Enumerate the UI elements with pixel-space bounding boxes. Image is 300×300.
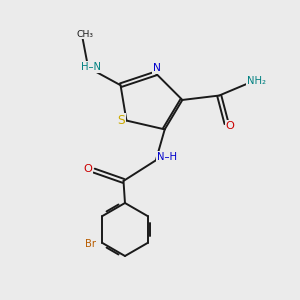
Text: H–N: H–N [81, 62, 101, 72]
Text: NH₂: NH₂ [247, 76, 266, 86]
Text: S: S [117, 114, 125, 127]
Text: O: O [83, 164, 92, 174]
Text: N–H: N–H [157, 152, 177, 162]
Text: O: O [226, 121, 235, 131]
Text: CH₃: CH₃ [77, 30, 94, 39]
Text: N: N [152, 63, 160, 73]
Text: Br: Br [85, 239, 96, 249]
